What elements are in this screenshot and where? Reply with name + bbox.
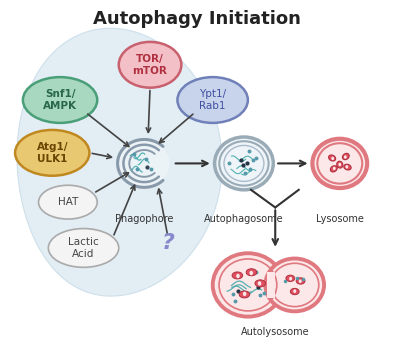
Ellipse shape [290,288,299,295]
Ellipse shape [330,166,337,172]
Text: Snf1/
AMPK: Snf1/ AMPK [43,89,77,111]
Ellipse shape [329,155,336,161]
Ellipse shape [342,153,349,160]
Ellipse shape [119,42,181,88]
Ellipse shape [246,269,257,276]
Ellipse shape [333,167,336,170]
Ellipse shape [337,161,343,168]
Ellipse shape [331,157,334,160]
Text: HAT: HAT [58,197,78,207]
Ellipse shape [236,274,240,278]
FancyBboxPatch shape [267,272,275,298]
Text: Autophagosome: Autophagosome [204,214,284,224]
Ellipse shape [177,77,248,123]
Ellipse shape [239,291,250,298]
Polygon shape [120,141,169,185]
Ellipse shape [299,279,302,283]
Text: Atg1/
ULK1: Atg1/ ULK1 [37,142,68,164]
Ellipse shape [255,280,266,287]
Ellipse shape [23,77,97,123]
Ellipse shape [296,278,305,284]
Ellipse shape [346,165,348,169]
Text: Autolysosome: Autolysosome [241,327,310,337]
Circle shape [266,258,324,311]
Text: Lactic
Acid: Lactic Acid [68,237,99,259]
Circle shape [215,137,273,190]
Ellipse shape [286,275,295,282]
Circle shape [312,139,367,188]
Ellipse shape [48,229,119,267]
Text: Ypt1/
Rab1: Ypt1/ Rab1 [199,89,226,111]
Text: Lysosome: Lysosome [316,214,364,224]
Ellipse shape [39,185,97,219]
Text: TOR/
mTOR: TOR/ mTOR [133,54,167,76]
Ellipse shape [232,272,243,279]
Circle shape [213,253,283,317]
Ellipse shape [344,164,351,170]
Ellipse shape [289,277,292,280]
Ellipse shape [258,281,261,286]
Text: Autophagy Initiation: Autophagy Initiation [93,10,301,28]
Ellipse shape [249,271,253,275]
Text: ?: ? [161,233,174,253]
Ellipse shape [243,292,246,296]
Ellipse shape [293,289,296,293]
Ellipse shape [344,155,347,159]
Text: Phagophore: Phagophore [115,214,173,224]
Ellipse shape [338,163,341,166]
Ellipse shape [15,130,89,176]
Polygon shape [17,28,222,296]
